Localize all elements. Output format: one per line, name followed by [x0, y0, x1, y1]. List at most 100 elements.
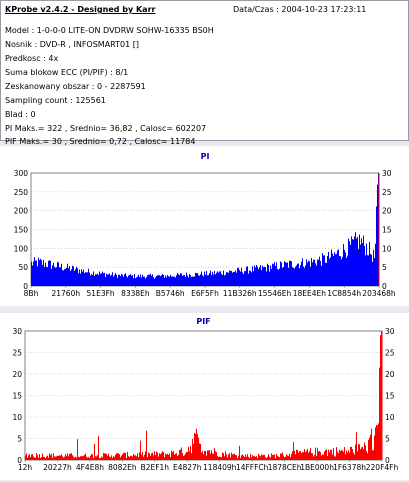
- pi-bar: [343, 244, 344, 286]
- pi-bar: [297, 263, 298, 286]
- pi-bar: [300, 265, 301, 286]
- pi-bar: [164, 277, 165, 286]
- pi-bar: [299, 268, 300, 286]
- pi-bar: [313, 259, 314, 286]
- pi-bar: [239, 270, 240, 286]
- pif-bar: [77, 439, 78, 460]
- pi-bar: [281, 262, 282, 286]
- pif-bar: [182, 453, 183, 460]
- pi-bar: [355, 232, 356, 286]
- pif-bar: [308, 452, 309, 460]
- pi-bar: [140, 274, 141, 286]
- pif-bar: [253, 456, 254, 460]
- pif-bar: [153, 455, 154, 460]
- pif-y-tick-left: 10: [12, 413, 22, 422]
- pi-bar: [258, 269, 259, 286]
- pif-bar: [142, 452, 143, 460]
- pif-bar: [113, 456, 114, 460]
- pi-bar: [318, 259, 319, 286]
- pif-bar: [67, 453, 68, 460]
- pif-bar: [300, 450, 301, 460]
- pi-bar: [320, 261, 321, 286]
- pif-bar: [43, 456, 44, 460]
- pi-bar: [369, 241, 370, 286]
- pif-bar: [236, 455, 237, 460]
- pi-bar: [78, 273, 79, 286]
- pi-bar: [146, 277, 147, 286]
- pif-x-tick-label: 8082Eh: [108, 463, 137, 472]
- pif-chart: PIF 0 0 5 5 10 10 15 15 20 20 25 25 30 30 12h 20227h 4F4E…: [12, 317, 398, 472]
- pi-bar: [307, 262, 308, 286]
- pif-bar: [143, 456, 144, 460]
- pif-bar: [199, 443, 200, 460]
- pif-bar: [44, 456, 45, 460]
- pif-bar: [97, 455, 98, 460]
- pi-bar: [310, 266, 311, 286]
- pif-bar: [73, 456, 74, 460]
- pif-bar: [210, 453, 211, 460]
- pif-bar: [332, 454, 333, 460]
- pif-x-tick-label: 14FFFCh: [236, 463, 269, 472]
- pi-bar: [277, 268, 278, 286]
- pi-bar: [175, 277, 176, 286]
- pi-bar: [98, 275, 99, 286]
- pi-bar: [42, 264, 43, 286]
- pif-bar: [220, 456, 221, 460]
- pi-bar: [295, 266, 296, 286]
- pif-bar: [111, 455, 112, 460]
- pif-bar: [28, 455, 29, 460]
- pi-bar: [62, 270, 63, 286]
- pi-bar: [352, 239, 353, 286]
- pif-bar: [271, 453, 272, 460]
- pif-bar: [69, 454, 70, 460]
- pif-bar: [104, 453, 105, 460]
- pif-bar: [316, 456, 317, 460]
- pi-bar: [212, 271, 213, 286]
- pi-bar: [105, 276, 106, 286]
- pi-bar: [220, 271, 221, 286]
- pi-bar: [145, 278, 146, 286]
- pi-bar: [195, 272, 196, 286]
- pi-bar: [269, 271, 270, 286]
- pi-bar: [303, 266, 304, 286]
- pif-bar: [270, 457, 271, 460]
- pif-bar: [163, 452, 164, 460]
- pif-bar: [263, 454, 264, 460]
- pif-bar: [145, 451, 146, 460]
- pi-bar: [278, 269, 279, 286]
- pif-bar: [337, 451, 338, 460]
- pi-bar: [125, 273, 126, 286]
- pi-bar: [260, 265, 261, 286]
- pif-x-tick-label: 1BE000h: [300, 463, 334, 472]
- pi-bar: [227, 272, 228, 286]
- pif-bar: [288, 455, 289, 460]
- pi-bar: [100, 273, 101, 286]
- pif-bar: [93, 458, 94, 460]
- pif-bar: [115, 454, 116, 460]
- pi-bar: [171, 276, 172, 286]
- pi-bar: [159, 275, 160, 286]
- pi-bar: [266, 271, 267, 286]
- pi-bar: [80, 273, 81, 286]
- pi-bar: [368, 255, 369, 286]
- pif-bar: [285, 456, 286, 460]
- pif-x-tick-label: 12h: [18, 463, 33, 472]
- pif-bar: [329, 452, 330, 460]
- pif-bar: [189, 451, 190, 460]
- pif-bar: [224, 456, 225, 460]
- pi-bar: [284, 261, 285, 286]
- pif-bar: [365, 445, 366, 460]
- pif-bar: [255, 456, 256, 460]
- pif-bar: [218, 456, 219, 460]
- pif-bar: [222, 452, 223, 460]
- pif-bar: [134, 455, 135, 460]
- pif-bar: [215, 451, 216, 460]
- pi-bar: [234, 271, 235, 286]
- pif-bar: [245, 454, 246, 460]
- pi-bar: [38, 257, 39, 286]
- pi-bar: [103, 273, 104, 286]
- pi-bar: [367, 255, 368, 286]
- pi-bar: [144, 276, 145, 286]
- pi-bar: [308, 260, 309, 286]
- pi-bar: [91, 273, 92, 286]
